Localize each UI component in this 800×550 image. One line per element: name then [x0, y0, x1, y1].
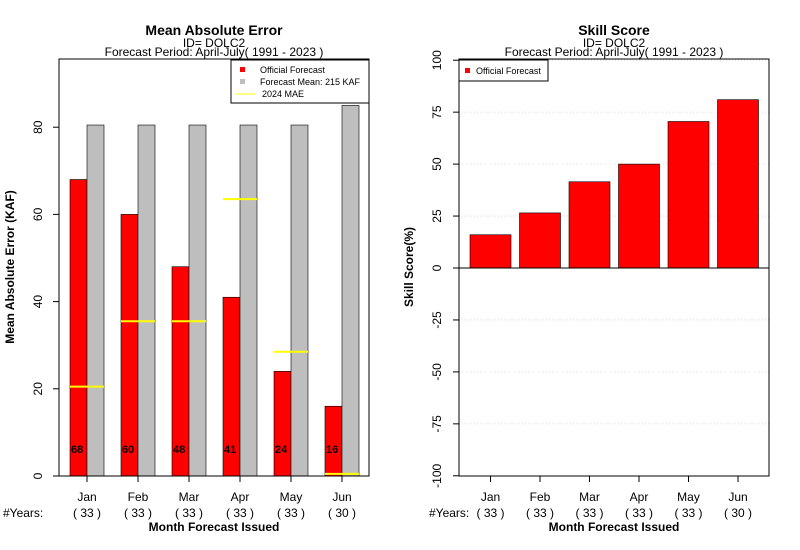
x-tick-label: Feb [128, 490, 149, 504]
y-tick-label: 40 [31, 295, 45, 309]
years-count: ( 33 ) [73, 506, 101, 520]
skill-years-label: #Years: [429, 506, 469, 520]
y-tick-label: 0 [31, 472, 45, 479]
mae-subtitle-period: Forecast Period: April-July( 1991 - 2023… [105, 45, 324, 59]
x-tick-label: Jan [481, 490, 500, 504]
y-tick-label: 0 [430, 264, 444, 271]
x-tick-label: Mar [179, 490, 200, 504]
mae-y-axis-title: Mean Absolute Error (KAF) [3, 190, 17, 344]
legend-label-mae: 2024 MAE [262, 89, 304, 99]
data-label-jan: 68 [71, 444, 83, 456]
skill-legend-box [458, 59, 549, 82]
mean-bar-apr [239, 124, 258, 477]
data-label-apr: 41 [224, 444, 236, 456]
mae-chart: Mean Absolute Error ID= DOLC2 Forecast P… [3, 22, 370, 534]
x-tick-label: Apr [630, 490, 649, 504]
mae-plot-frame [58, 58, 370, 477]
x-tick-label: May [677, 490, 700, 504]
x-tick-label: Mar [579, 490, 600, 504]
years-count: ( 33 ) [575, 506, 603, 520]
skill-bar-feb [519, 212, 561, 269]
y-tick-label: 75 [430, 105, 444, 119]
skill-y-axis: -100 -75 -50 -25 0 25 50 75 100 [430, 50, 459, 488]
x-tick-label: Jan [77, 490, 96, 504]
mean-bar-jun [341, 105, 360, 477]
mean-bar-may [290, 124, 309, 477]
y-tick-label: -50 [430, 363, 444, 381]
years-count: ( 33 ) [124, 506, 152, 520]
skill-chart: Skill Score ID= DOLC2 Forecast Period: A… [402, 22, 770, 534]
mae-2024-lines [70, 198, 359, 475]
y-tick-label: -75 [430, 415, 444, 433]
mae-legend: Official Forecast Forecast Mean: 215 KAF… [230, 59, 370, 104]
skill-bar-jan [469, 234, 512, 269]
mae-subtitle-id: ID= DOLC2 [183, 36, 246, 50]
years-count: ( 33 ) [674, 506, 702, 520]
mae-y-axis: 0 20 40 60 80 [31, 120, 59, 479]
official-bar-jan [69, 179, 88, 477]
years-count: ( 33 ) [476, 506, 504, 520]
legend-label-mean: Forecast Mean: 215 KAF [260, 77, 361, 87]
skill-title: Skill Score [578, 22, 650, 38]
mean-bar-feb [137, 124, 156, 477]
y-tick-label: -25 [430, 311, 444, 329]
x-tick-label: Jun [728, 490, 747, 504]
skill-bar-may [667, 121, 710, 269]
skill-subtitle-period: Forecast Period: April-July( 1991 - 2023… [505, 45, 724, 59]
y-tick-label: 25 [430, 209, 444, 223]
mean-bar-jan [86, 124, 105, 477]
x-tick-label: Jun [332, 490, 351, 504]
data-label-mar: 48 [173, 444, 185, 456]
skill-bar-jun [717, 99, 759, 269]
years-count: ( 33 ) [625, 506, 653, 520]
mae-x-axis: Jan ( 33 ) Feb ( 33 ) Mar ( 33 ) Apr ( 33 ) May (… [73, 476, 356, 520]
data-label-may: 24 [275, 444, 288, 456]
years-count: ( 30 ) [724, 506, 752, 520]
mae-title: Mean Absolute Error [145, 22, 283, 38]
years-count: ( 33 ) [226, 506, 254, 520]
years-count: ( 33 ) [526, 506, 554, 520]
x-tick-label: Apr [231, 490, 250, 504]
skill-bars [469, 99, 759, 269]
skill-subtitle-id: ID= DOLC2 [583, 36, 646, 50]
mean-bar-mar [188, 124, 207, 477]
skill-legend: Official Forecast [458, 59, 549, 82]
y-tick-label: 60 [31, 207, 45, 221]
years-count: ( 30 ) [328, 506, 356, 520]
y-tick-label: 100 [430, 50, 444, 70]
mae-bars [69, 105, 360, 477]
legend-swatch-official [465, 68, 470, 73]
y-tick-label: 50 [430, 157, 444, 171]
x-tick-label: Feb [530, 490, 551, 504]
skill-x-axis: Jan ( 33 ) Feb ( 33 ) Mar ( 33 ) Apr ( 33 ) May (… [476, 476, 752, 520]
legend-label-official: Official Forecast [476, 66, 541, 76]
y-tick-label: -100 [430, 463, 444, 487]
mae-years-label: #Years: [3, 506, 43, 520]
skill-y-axis-title: Skill Score(%) [402, 227, 416, 307]
mae-legend-box [230, 59, 370, 104]
skill-bar-mar [568, 181, 611, 269]
legend-swatch-official [240, 67, 245, 72]
skill-bar-apr [618, 163, 660, 269]
y-tick-label: 80 [31, 120, 45, 134]
years-count: ( 33 ) [175, 506, 203, 520]
official-bar-feb [120, 214, 139, 477]
y-tick-label: 20 [31, 382, 45, 396]
data-label-jun: 16 [326, 444, 338, 456]
years-count: ( 33 ) [277, 506, 305, 520]
legend-swatch-mean [240, 79, 245, 84]
legend-label-official: Official Forecast [260, 65, 325, 75]
official-bar-jun [324, 405, 343, 477]
x-tick-label: May [280, 490, 303, 504]
mae-data-labels: 68 60 48 41 24 16 [71, 444, 338, 456]
skill-x-axis-title: Month Forecast Issued [549, 520, 680, 534]
mae-x-axis-title: Month Forecast Issued [149, 520, 280, 534]
data-label-feb: 60 [122, 444, 134, 456]
official-bar-may [273, 371, 292, 477]
